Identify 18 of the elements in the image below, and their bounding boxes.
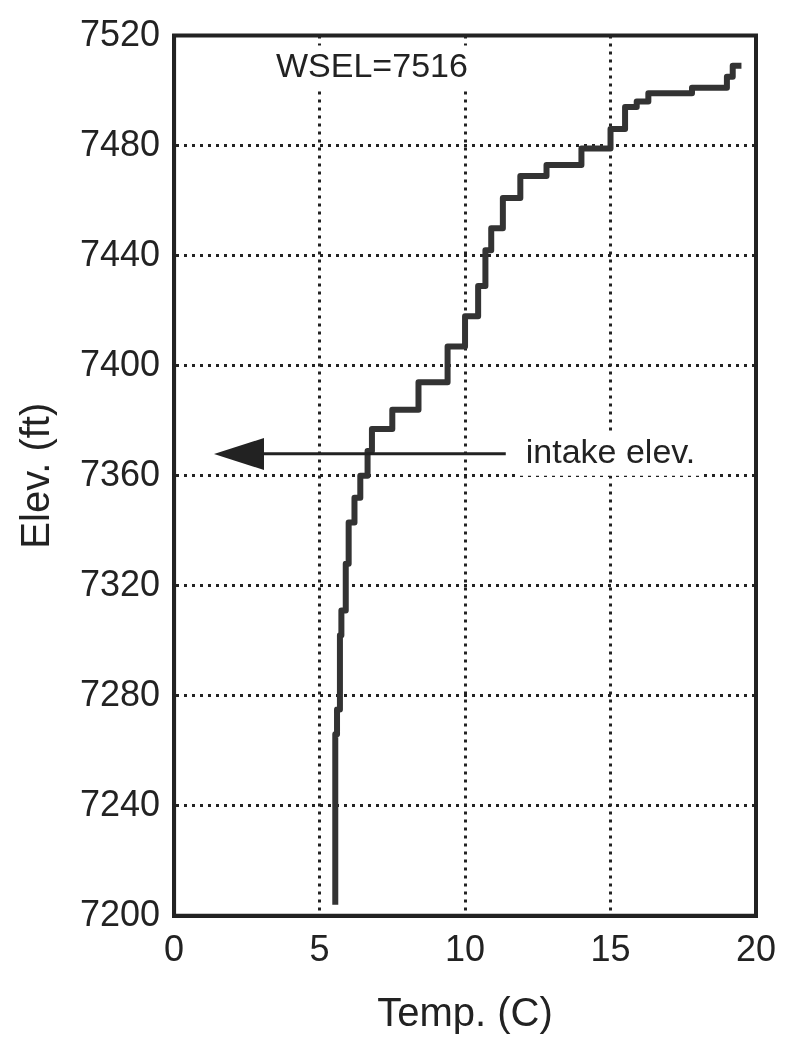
y-tick-label: 7520 <box>79 12 161 54</box>
x-tick-label: 10 <box>445 928 486 970</box>
x-tick-label: 20 <box>735 928 777 970</box>
x-axis-title: Temp. (C) <box>377 990 553 1035</box>
annotation: WSEL=7516 <box>276 45 468 84</box>
y-tick-label: 7480 <box>79 122 161 164</box>
x-tick-label: 15 <box>590 928 631 970</box>
y-tick-label: 7440 <box>79 232 161 274</box>
y-tick-label: 7360 <box>79 452 161 494</box>
y-tick-label: 7200 <box>79 892 161 934</box>
y-tick-label: 7400 <box>79 342 161 384</box>
y-tick-label: 7240 <box>79 782 161 824</box>
y-tick-label: 7320 <box>79 562 161 604</box>
ref-line-label: intake elev. <box>525 432 696 471</box>
y-tick-label: 7280 <box>79 672 161 714</box>
x-tick-label: 5 <box>309 928 330 970</box>
y-axis-title: Elev. (ft) <box>13 402 58 549</box>
x-tick-label: 0 <box>164 928 185 970</box>
